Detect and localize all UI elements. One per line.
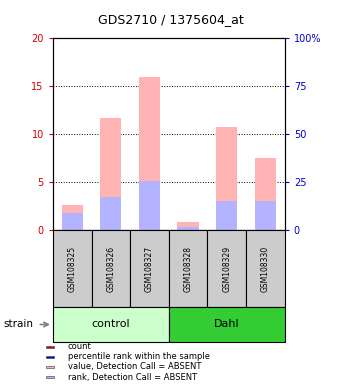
Bar <box>255 158 276 230</box>
Bar <box>130 230 169 307</box>
Bar <box>53 307 169 342</box>
Text: GSM108328: GSM108328 <box>183 246 193 292</box>
Text: GSM108329: GSM108329 <box>222 246 231 292</box>
Bar <box>46 366 54 368</box>
Bar <box>91 230 130 307</box>
Bar <box>139 77 160 230</box>
Bar <box>100 197 121 230</box>
Bar <box>207 230 246 307</box>
Bar <box>61 213 83 230</box>
Bar <box>169 307 285 342</box>
Text: count: count <box>68 342 91 351</box>
Text: strain: strain <box>3 319 33 329</box>
Text: GSM108330: GSM108330 <box>261 246 270 292</box>
Text: GSM108325: GSM108325 <box>68 246 77 292</box>
Text: percentile rank within the sample: percentile rank within the sample <box>68 353 210 361</box>
Bar <box>216 127 237 230</box>
Text: value, Detection Call = ABSENT: value, Detection Call = ABSENT <box>68 362 201 371</box>
Bar <box>46 356 54 358</box>
Bar <box>177 227 199 230</box>
Text: GSM108326: GSM108326 <box>106 246 115 292</box>
Bar <box>100 118 121 230</box>
Bar <box>177 222 199 230</box>
Bar <box>169 230 207 307</box>
Text: Dahl: Dahl <box>214 319 240 329</box>
Text: control: control <box>91 319 130 329</box>
Bar <box>46 376 54 378</box>
Bar <box>139 181 160 230</box>
Bar <box>53 230 91 307</box>
Text: GSM108327: GSM108327 <box>145 246 154 292</box>
Bar <box>216 200 237 230</box>
Bar <box>46 346 54 348</box>
Text: rank, Detection Call = ABSENT: rank, Detection Call = ABSENT <box>68 372 197 382</box>
Bar <box>61 205 83 230</box>
Bar <box>255 200 276 230</box>
Bar <box>246 230 285 307</box>
Text: GDS2710 / 1375604_at: GDS2710 / 1375604_at <box>98 13 243 26</box>
